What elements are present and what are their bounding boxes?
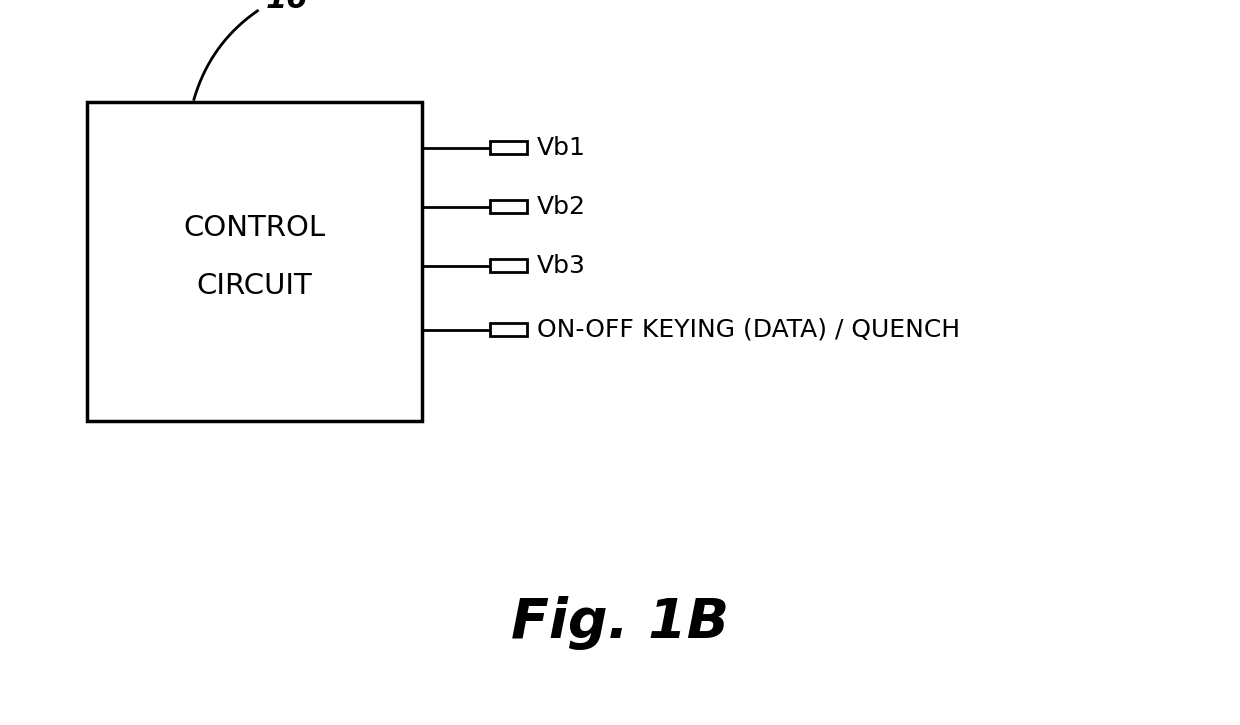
Text: Vb2: Vb2: [537, 195, 587, 219]
Bar: [490, 323, 527, 336]
Text: 16: 16: [267, 0, 309, 14]
Text: CONTROL: CONTROL: [184, 215, 325, 242]
Bar: [490, 141, 527, 154]
Text: Vb3: Vb3: [537, 254, 585, 278]
Text: ON-OFF KEYING (DATA) / QUENCH: ON-OFF KEYING (DATA) / QUENCH: [537, 318, 960, 341]
Bar: [87, 102, 422, 420]
Text: Fig. 1B: Fig. 1B: [511, 597, 729, 650]
Bar: [490, 200, 527, 213]
Text: CIRCUIT: CIRCUIT: [196, 273, 312, 300]
Text: Vb1: Vb1: [537, 136, 585, 160]
Bar: [490, 260, 527, 273]
